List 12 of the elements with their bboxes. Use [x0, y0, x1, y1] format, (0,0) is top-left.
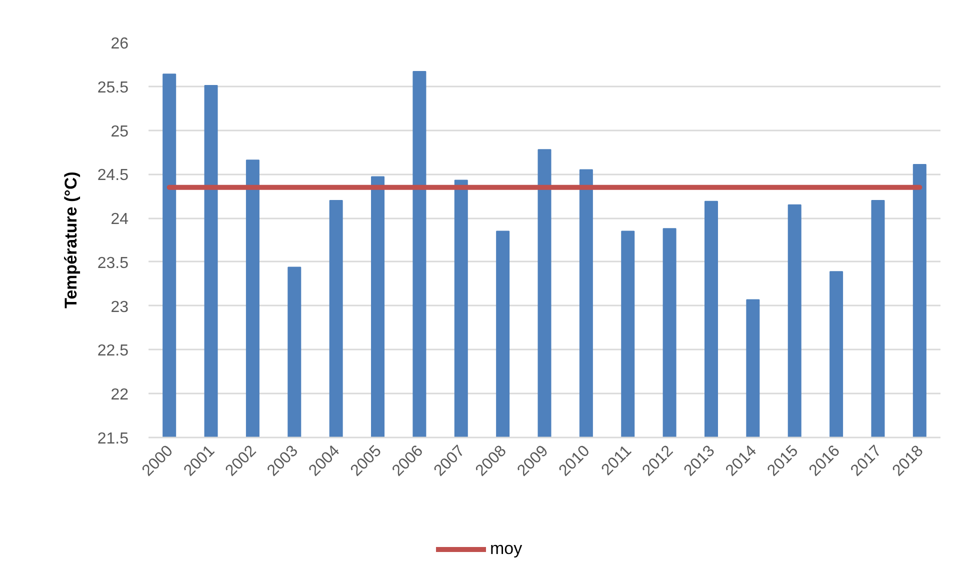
- y-tick-label: 22: [110, 386, 129, 404]
- y-tick-label: 24: [110, 211, 129, 228]
- y-tick-label: 25: [110, 123, 129, 140]
- y-tick-label: 24.5: [97, 167, 129, 184]
- y-tick-label: 23.5: [97, 254, 129, 272]
- y-tick-label: 26: [110, 36, 129, 52]
- y-tick-label: 22.5: [97, 342, 129, 360]
- y-tick-label: 21.5: [97, 430, 129, 448]
- legend-label: moy: [490, 539, 522, 559]
- y-tick-label: 23: [110, 298, 129, 316]
- y-tick-label: 25.5: [97, 79, 129, 96]
- y-axis-title: Température (°C): [61, 172, 80, 308]
